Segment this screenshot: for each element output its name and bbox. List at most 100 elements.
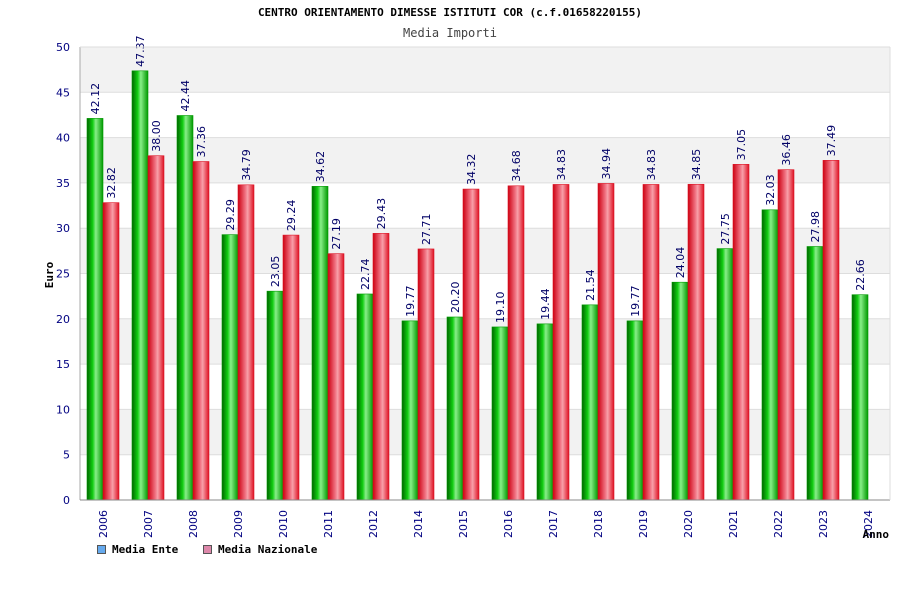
bar-nazionale xyxy=(372,233,390,501)
data-label: 19.44 xyxy=(539,288,552,320)
x-tick-label: 2020 xyxy=(682,510,695,538)
data-label: 19.10 xyxy=(494,291,507,323)
bar-ente xyxy=(626,320,644,501)
axes: 0 5 10 15 20 25 30 35 40 45 50 2006 2007 2008 2009 2010… xyxy=(56,41,891,538)
y-tick-label: 50 xyxy=(56,41,70,54)
y-tick-label: 40 xyxy=(56,132,70,145)
x-tick-label: 2017 xyxy=(547,510,560,538)
bars xyxy=(86,70,869,501)
data-label: 32.82 xyxy=(105,167,118,199)
data-label: 24.04 xyxy=(674,247,687,279)
x-tick-label: 2019 xyxy=(637,510,650,538)
bar-nazionale xyxy=(102,202,120,501)
y-tick-label: 45 xyxy=(56,86,70,99)
data-label: 22.66 xyxy=(854,259,867,291)
legend-label-nazionale: Media Nazionale xyxy=(218,543,318,556)
bar-nazionale xyxy=(642,184,660,501)
x-tick-label: 2006 xyxy=(97,510,110,538)
y-tick-label: 15 xyxy=(56,358,70,371)
data-label: 37.49 xyxy=(825,125,838,157)
plot-band xyxy=(80,318,890,365)
bar-nazionale xyxy=(687,183,705,501)
plot-band xyxy=(80,47,890,93)
data-label: 29.43 xyxy=(375,198,388,230)
bar-ente xyxy=(761,209,779,501)
bar-nazionale xyxy=(507,185,525,501)
data-label: 42.12 xyxy=(89,83,102,115)
bar-ente xyxy=(176,115,194,501)
legend-label-ente: Media Ente xyxy=(112,543,179,556)
bar-ente xyxy=(221,234,239,501)
data-label: 34.85 xyxy=(690,149,703,181)
bar-nazionale xyxy=(147,155,165,501)
legend-swatch-nazionale xyxy=(203,545,212,554)
x-tick-label: 2010 xyxy=(277,510,290,538)
data-label: 20.20 xyxy=(449,281,462,313)
bar-nazionale xyxy=(237,184,255,501)
plot-band xyxy=(80,454,890,500)
bar-ente xyxy=(851,294,869,501)
bar-nazionale xyxy=(417,248,435,501)
plot-band xyxy=(80,409,890,455)
x-tick-label: 2022 xyxy=(772,510,785,538)
bar-ente xyxy=(356,293,374,501)
data-label: 34.94 xyxy=(600,148,613,180)
data-label: 19.77 xyxy=(404,285,417,317)
plot-band xyxy=(80,273,890,319)
bar-nazionale xyxy=(282,234,300,501)
data-label: 38.00 xyxy=(150,120,163,152)
data-label: 29.29 xyxy=(224,199,237,231)
bar-ente xyxy=(581,304,599,501)
data-label: 36.46 xyxy=(780,134,793,166)
data-label: 47.37 xyxy=(134,35,147,67)
x-tick-label: 2014 xyxy=(412,510,425,538)
bar-nazionale xyxy=(192,161,210,501)
bar-ente xyxy=(491,326,509,501)
y-tick-label: 5 xyxy=(63,449,70,462)
x-tick-label: 2021 xyxy=(727,510,740,538)
bar-ente xyxy=(86,118,104,501)
legend-swatch-ente xyxy=(97,545,106,554)
bar-nazionale xyxy=(597,183,615,501)
x-tick-label: 2007 xyxy=(142,510,155,538)
plot-band xyxy=(80,364,890,410)
chart-subtitle: Media Importi xyxy=(403,26,497,40)
bar-ente xyxy=(131,70,149,501)
x-tick-label: 2023 xyxy=(817,510,830,538)
bar-ente xyxy=(446,316,464,501)
x-tick-label: 2018 xyxy=(592,510,605,538)
chart-title: CENTRO ORIENTAMENTO DIMESSE ISTITUTI COR… xyxy=(257,6,643,19)
data-label: 34.83 xyxy=(555,149,568,181)
x-axis-label: Anno xyxy=(863,528,890,541)
plot-band xyxy=(80,137,890,183)
x-tick-label: 2024 xyxy=(862,510,875,538)
x-tick-label: 2012 xyxy=(367,510,380,538)
data-label: 37.05 xyxy=(735,129,748,161)
bar-ente xyxy=(671,281,689,501)
data-label: 42.44 xyxy=(179,80,192,112)
legend-item-nazionale: Media Nazionale xyxy=(203,543,317,556)
data-label: 27.75 xyxy=(719,213,732,245)
bar-ente xyxy=(716,248,734,501)
data-label: 34.83 xyxy=(645,149,658,181)
x-tick-label: 2015 xyxy=(457,510,470,538)
data-label: 27.19 xyxy=(330,218,343,250)
data-label: 37.36 xyxy=(195,126,208,158)
y-tick-label: 0 xyxy=(63,494,70,507)
x-tick-label: 2011 xyxy=(322,510,335,538)
bar-ente xyxy=(266,290,284,501)
data-label: 19.77 xyxy=(629,285,642,317)
plot-band xyxy=(80,182,890,229)
y-tick-label: 10 xyxy=(56,403,70,416)
data-label: 23.05 xyxy=(269,256,282,288)
bar-nazionale xyxy=(777,169,795,501)
y-axis-label: Euro xyxy=(43,261,56,288)
plot-band xyxy=(80,92,890,138)
data-label: 27.98 xyxy=(809,211,822,243)
data-label: 34.62 xyxy=(314,151,327,183)
x-tick-label: 2016 xyxy=(502,510,515,538)
plot-band xyxy=(80,228,890,274)
y-tick-label: 35 xyxy=(56,177,70,190)
bar-ente xyxy=(536,323,554,501)
